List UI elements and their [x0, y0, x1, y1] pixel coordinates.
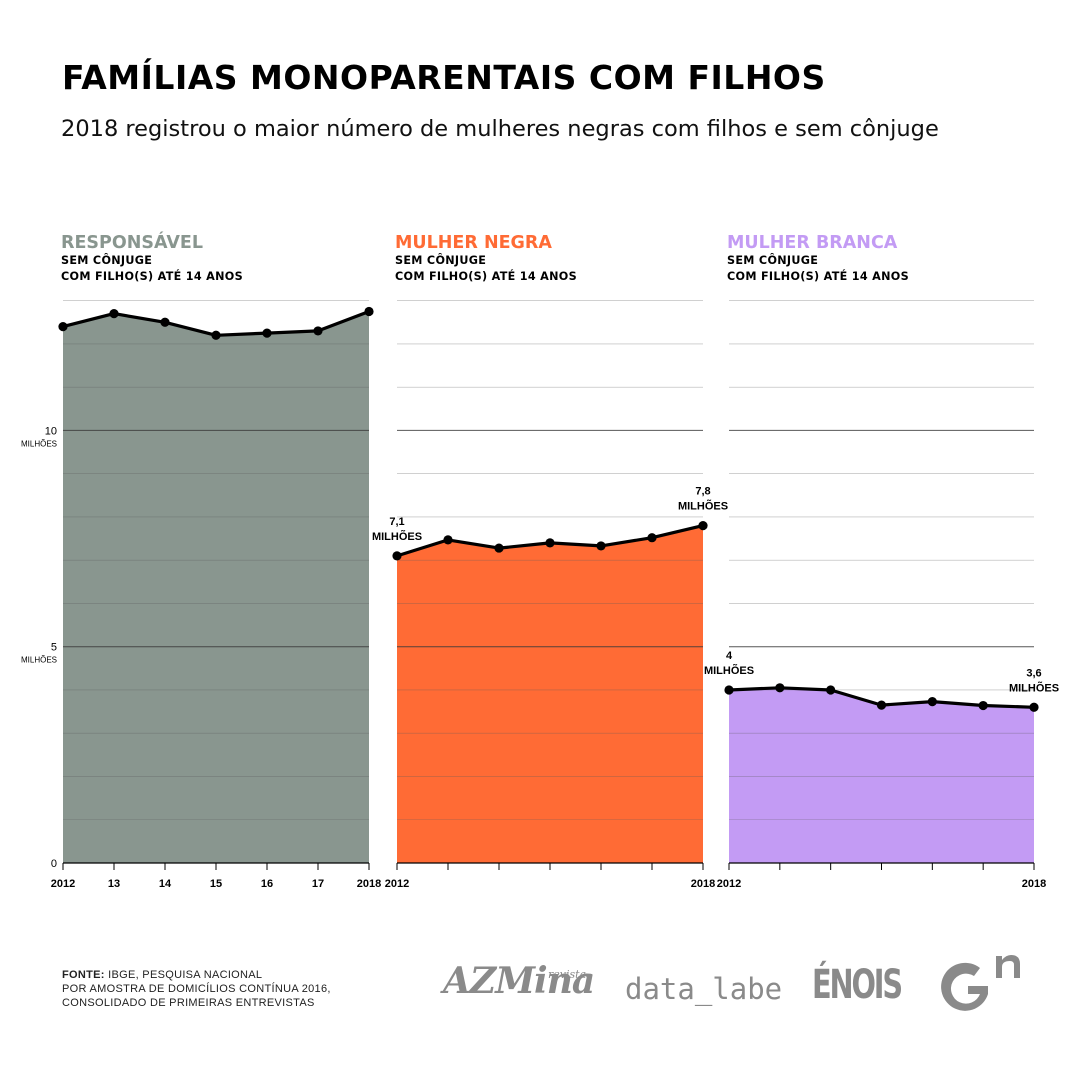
- panel-title-mulher-negra: MULHER NEGRA: [395, 233, 552, 253]
- source-text-3: CONSOLIDADO DE PRIMEIRAS ENTREVISTAS: [62, 997, 315, 1009]
- data-label-mulher-branca: MILHÕES: [1009, 681, 1059, 694]
- source-text-2: POR AMOSTRA DE DOMICÍLIOS CONTÍNUA 2016,: [62, 983, 331, 995]
- x-tick-label: 2018: [1022, 878, 1046, 890]
- data-point-mulher-branca: [724, 685, 734, 695]
- y-tick-unit: MILHÕES: [21, 439, 57, 448]
- x-tick-label: 2018: [691, 878, 715, 890]
- source-note: FONTE: IBGE, PESQUISA NACIONAL POR AMOST…: [62, 968, 331, 1010]
- panel-subtitle-mulher-branca: COM FILHO(S) ATÉ 14 ANOS: [727, 270, 909, 283]
- x-tick-label: 13: [108, 878, 120, 890]
- azmina-logo-small: revista: [548, 968, 587, 981]
- gn-logo: [941, 955, 1020, 1011]
- data-point-mulher-negra: [698, 520, 708, 531]
- y-tick-label: 0: [51, 858, 57, 870]
- data-point-responsavel: [211, 330, 221, 340]
- x-tick-label: 2012: [385, 878, 409, 890]
- data-label-mulher-negra: 7,1: [389, 516, 404, 528]
- area-fill-mulher-negra: [397, 525, 703, 863]
- panel-subtitle-responsavel: SEM CÔNJUGE: [61, 254, 152, 267]
- data-point-responsavel: [313, 326, 323, 336]
- data-label-mulher-negra: 7,8: [695, 486, 710, 498]
- x-tick-label: 16: [261, 878, 273, 890]
- data-label-mulher-branca: 3,6: [1026, 667, 1041, 679]
- datalabe-logo: data_labe: [625, 972, 783, 1006]
- data-point-responsavel: [364, 306, 374, 317]
- x-tick-label: 2018: [357, 878, 381, 890]
- data-label-mulher-negra: MILHÕES: [678, 500, 728, 513]
- panel-subtitle-mulher-negra: COM FILHO(S) ATÉ 14 ANOS: [395, 270, 577, 283]
- data-point-mulher-negra: [647, 533, 657, 543]
- data-point-mulher-branca: [876, 700, 887, 710]
- data-point-mulher-branca: [978, 700, 988, 711]
- data-label-mulher-branca: MILHÕES: [704, 664, 754, 677]
- data-point-mulher-negra: [545, 538, 555, 548]
- enois-logo: ÉNOIS: [812, 962, 903, 1008]
- panel-subtitle-responsavel: COM FILHO(S) ATÉ 14 ANOS: [61, 270, 243, 283]
- y-tick-label: 10: [45, 425, 57, 437]
- panel-title-responsavel: RESPONSÁVEL: [61, 231, 203, 253]
- data-point-mulher-branca: [826, 685, 836, 695]
- data-point-mulher-negra: [443, 535, 453, 545]
- panel-subtitle-mulher-branca: SEM CÔNJUGE: [727, 254, 818, 267]
- x-tick-label: 14: [159, 878, 172, 890]
- data-label-mulher-branca: 4: [726, 650, 733, 662]
- data-point-responsavel: [109, 309, 119, 319]
- source-label: FONTE:: [62, 969, 105, 981]
- data-point-mulher-negra: [392, 551, 402, 561]
- x-tick-label: 2012: [717, 878, 741, 890]
- data-point-responsavel: [262, 328, 272, 338]
- y-tick-unit: MILHÕES: [21, 656, 57, 665]
- data-point-mulher-negra: [596, 541, 606, 551]
- data-point-mulher-branca: [927, 697, 937, 707]
- data-point-responsavel: [58, 322, 68, 332]
- area-fill-responsavel: [63, 311, 369, 863]
- data-point-responsavel: [160, 317, 170, 327]
- x-tick-label: 17: [312, 878, 324, 890]
- panel-title-mulher-branca: MULHER BRANCA: [727, 233, 898, 253]
- y-tick-label: 5: [51, 642, 57, 654]
- area-fill-mulher-branca: [729, 687, 1034, 863]
- panel-subtitle-mulher-negra: SEM CÔNJUGE: [395, 254, 486, 267]
- page-subtitle: 2018 registrou o maior número de mulhere…: [61, 116, 939, 142]
- x-tick-label: 2012: [51, 878, 75, 890]
- azmina-logo: AZMina: [443, 960, 595, 1002]
- source-text-1: IBGE, PESQUISA NACIONAL: [108, 969, 263, 981]
- x-tick-label: 15: [210, 878, 222, 890]
- page-title: FAMÍLIAS MONOPARENTAIS COM FILHOS: [62, 58, 826, 97]
- data-point-mulher-negra: [494, 543, 504, 553]
- data-label-mulher-negra: MILHÕES: [372, 530, 422, 543]
- data-point-mulher-branca: [1029, 702, 1039, 712]
- data-point-mulher-branca: [775, 683, 785, 693]
